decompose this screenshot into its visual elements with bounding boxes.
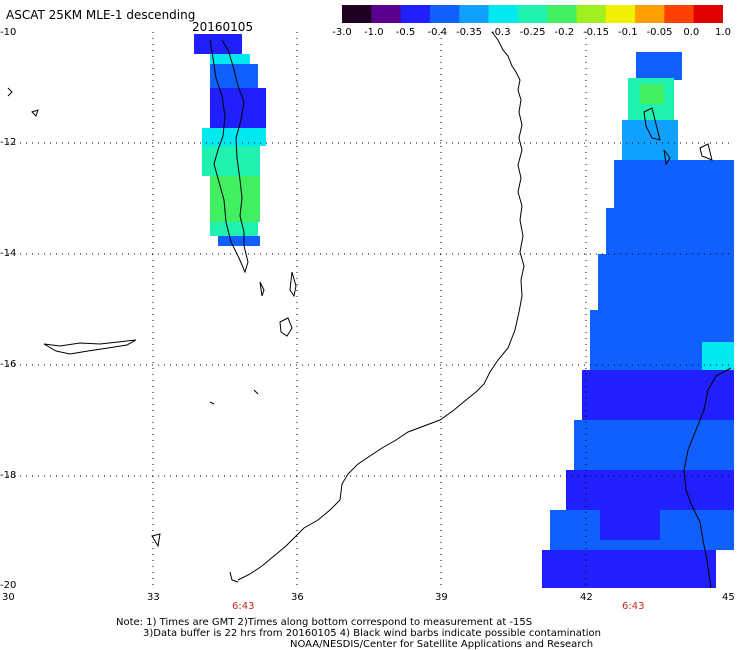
y-axis-label: -18 bbox=[0, 470, 17, 481]
y-axis-label: -16 bbox=[0, 359, 17, 370]
colorbar-segment bbox=[547, 5, 578, 23]
lake-small-2 bbox=[289, 271, 297, 298]
y-axis-label: -10 bbox=[0, 27, 17, 38]
x-axis-label: 39 bbox=[435, 592, 448, 603]
swath-cell bbox=[640, 84, 664, 104]
swath-cell bbox=[202, 128, 266, 146]
colorbar-segment bbox=[342, 5, 372, 23]
x-axis-label: 45 bbox=[722, 592, 735, 603]
colorbar-segment bbox=[517, 5, 548, 23]
colorbar-segment bbox=[635, 5, 665, 23]
colorbar-label: 1.0 bbox=[715, 27, 731, 38]
swath-time-right: 6:43 bbox=[622, 601, 645, 612]
island-comoros-1 bbox=[643, 107, 661, 141]
colorbar-label: -0.15 bbox=[583, 27, 609, 38]
y-axis-label: -12 bbox=[0, 137, 17, 148]
colorbar-label: -1.0 bbox=[364, 27, 384, 38]
swath-cell bbox=[210, 54, 250, 64]
swath-cell bbox=[210, 64, 258, 88]
swath-time-left: 6:43 bbox=[232, 601, 255, 612]
swath-cell bbox=[194, 34, 242, 54]
colorbar-segment bbox=[371, 5, 402, 23]
colorbar-label: -0.05 bbox=[646, 27, 673, 38]
y-axis-label: -14 bbox=[0, 248, 17, 259]
x-axis-label: 33 bbox=[147, 592, 160, 603]
colorbar-segment bbox=[605, 5, 636, 23]
madagascar-coast bbox=[683, 367, 732, 589]
y-axis-label: -20 bbox=[0, 580, 17, 591]
swath-cell bbox=[218, 236, 260, 246]
x-axis-label: 42 bbox=[580, 592, 593, 603]
swath-cell bbox=[610, 380, 670, 420]
island-comoros-2 bbox=[699, 143, 713, 161]
colorbar bbox=[342, 5, 723, 23]
colorbar-segment bbox=[429, 5, 460, 23]
swath-cell bbox=[210, 222, 258, 236]
x-axis-label: 36 bbox=[291, 592, 304, 603]
map-title: ASCAT 25KM MLE-1 descending bbox=[6, 8, 196, 22]
data-swaths bbox=[194, 34, 734, 588]
swath-cell bbox=[606, 208, 734, 254]
swath-cell bbox=[702, 342, 734, 370]
swath-cell bbox=[202, 146, 260, 176]
island-west-4 bbox=[209, 401, 215, 405]
colorbar-label: -3.0 bbox=[332, 27, 352, 38]
island-west-1 bbox=[31, 109, 39, 117]
swath-cell bbox=[574, 420, 734, 470]
coastlines bbox=[7, 31, 732, 589]
colorbar-segment bbox=[488, 5, 519, 23]
swath-cell bbox=[210, 88, 266, 128]
colorbar-segment bbox=[576, 5, 607, 23]
colorbar-label: -0.4 bbox=[427, 27, 448, 38]
note-line-2: 3)Data buffer is 22 hrs from 20160105 4)… bbox=[143, 628, 601, 639]
colorbar-label: -0.5 bbox=[395, 27, 416, 38]
colorbar-label: -0.2 bbox=[554, 27, 575, 38]
lake-small-1 bbox=[279, 317, 293, 337]
island-comoros-3 bbox=[663, 149, 671, 166]
swath-cell bbox=[542, 550, 716, 588]
island-west-5 bbox=[253, 389, 259, 395]
map-date: 20160105 bbox=[192, 20, 254, 34]
colorbar-segment bbox=[400, 5, 431, 23]
swath-cell bbox=[614, 160, 734, 208]
colorbar-label: -0.3 bbox=[491, 27, 511, 38]
colorbar-segment bbox=[459, 5, 490, 23]
swath-cell bbox=[600, 500, 660, 540]
lake-kariba-outline bbox=[43, 339, 137, 355]
coast-segment-west bbox=[229, 571, 239, 583]
island-west-2 bbox=[7, 87, 13, 97]
swath-cell bbox=[636, 52, 682, 80]
x-axis-label: 30 bbox=[2, 592, 15, 603]
lat-lon-grid bbox=[8, 32, 731, 588]
colorbar-segment bbox=[664, 5, 695, 23]
colorbar-label: -0.35 bbox=[456, 27, 482, 38]
lake-small-3 bbox=[259, 281, 265, 297]
note-line-3: NOAA/NESDIS/Center for Satellite Applica… bbox=[290, 639, 594, 650]
colorbar-labels: -3.0 -1.0 -0.5 -0.4 -0.35 -0.3 -0.25 -0.2 -0.15-… bbox=[330, 27, 735, 39]
colorbar-segment bbox=[693, 5, 723, 23]
lake-malawi-outline bbox=[209, 39, 249, 274]
colorbar-label: -0.1 bbox=[618, 27, 638, 38]
swath-cell bbox=[210, 176, 260, 222]
swath-cell bbox=[598, 254, 734, 310]
swath-cell bbox=[622, 120, 678, 160]
colorbar-label: 0.0 bbox=[683, 27, 700, 38]
note-line-1: Note: 1) Times are GMT 2)Times along bot… bbox=[116, 617, 533, 628]
island-west-3 bbox=[151, 533, 161, 548]
africa-coastline bbox=[237, 31, 525, 581]
colorbar-label: -0.25 bbox=[519, 27, 546, 38]
